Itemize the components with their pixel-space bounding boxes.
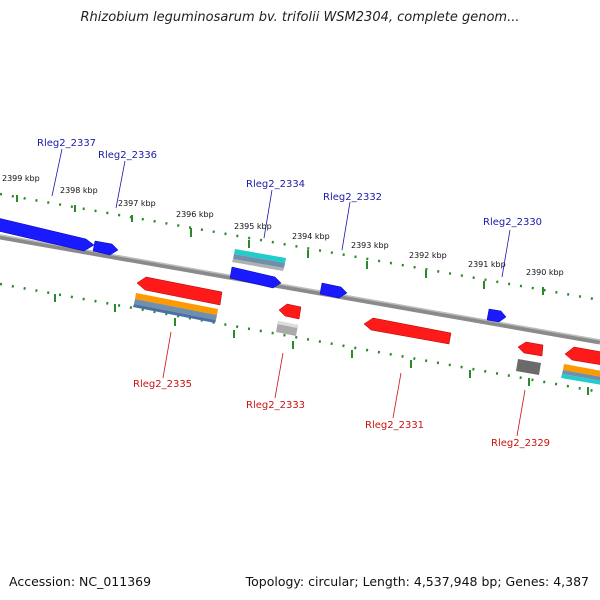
gene-rleg2-2334[interactable]	[229, 266, 282, 289]
gene-rleg2-2332[interactable]	[319, 282, 348, 299]
feature-track-2335	[133, 293, 218, 323]
reverse-strand-genes	[136, 276, 600, 365]
gene-label[interactable]: Rleg2_2334	[246, 179, 305, 190]
outer-major-ticks	[16, 195, 544, 295]
tick-label: 2398 kbp	[60, 186, 98, 195]
forward-leader-lines	[51, 148, 511, 278]
gene-label[interactable]: Rleg2_2333	[246, 400, 305, 411]
tick-label: 2399 kbp	[2, 174, 40, 183]
feature-track-2333	[276, 321, 298, 336]
feature-track-right-edge	[561, 364, 600, 385]
gene-rleg2-2333[interactable]	[278, 303, 302, 320]
tick-label: 2392 kbp	[409, 251, 447, 260]
tick-label: 2393 kbp	[351, 241, 389, 250]
gene-label[interactable]: Rleg2_2335	[133, 379, 192, 390]
gene-label[interactable]: Rleg2_2337	[37, 138, 96, 149]
inner-major-ticks	[54, 294, 589, 395]
feature-track-2334	[232, 249, 286, 271]
genome-backbone	[0, 234, 600, 345]
genome-backbone-highlight	[0, 234, 600, 341]
map-title: Rhizobium leguminosarum bv. trifolii WSM…	[80, 10, 520, 25]
gene-rleg2-2336[interactable]	[92, 240, 119, 256]
gene-rleg2-2330[interactable]	[486, 308, 507, 323]
tick-label: 2391 kbp	[468, 260, 506, 269]
inner-tick-ring	[0, 282, 600, 394]
gene-label[interactable]: Rleg2_2336	[98, 150, 157, 161]
forward-strand-genes	[0, 218, 507, 323]
feature-track-2329	[516, 359, 541, 375]
gene-label[interactable]: Rleg2_2330	[483, 217, 542, 228]
gene-rleg2-2331[interactable]	[363, 317, 452, 345]
gene-right-edge[interactable]	[564, 346, 600, 365]
gene-label[interactable]: Rleg2_2329	[491, 438, 550, 449]
tick-label: 2394 kbp	[292, 232, 330, 241]
tick-label: 2395 kbp	[234, 222, 272, 231]
tick-label: 2396 kbp	[176, 210, 214, 219]
tick-label: 2390 kbp	[526, 268, 564, 277]
gene-label[interactable]: Rleg2_2332	[323, 192, 382, 203]
gene-rleg2-2329[interactable]	[517, 341, 544, 357]
reverse-leader-lines	[162, 331, 526, 437]
gene-rleg2-2337[interactable]	[0, 218, 95, 252]
tick-label: 2397 kbp	[118, 199, 156, 208]
gene-rleg2-2335[interactable]	[136, 276, 223, 306]
gene-label[interactable]: Rleg2_2331	[365, 420, 424, 431]
genome-summary-text: Topology: circular; Length: 4,537,948 bp…	[245, 574, 589, 589]
accession-text: Accession: NC_011369	[9, 574, 152, 589]
